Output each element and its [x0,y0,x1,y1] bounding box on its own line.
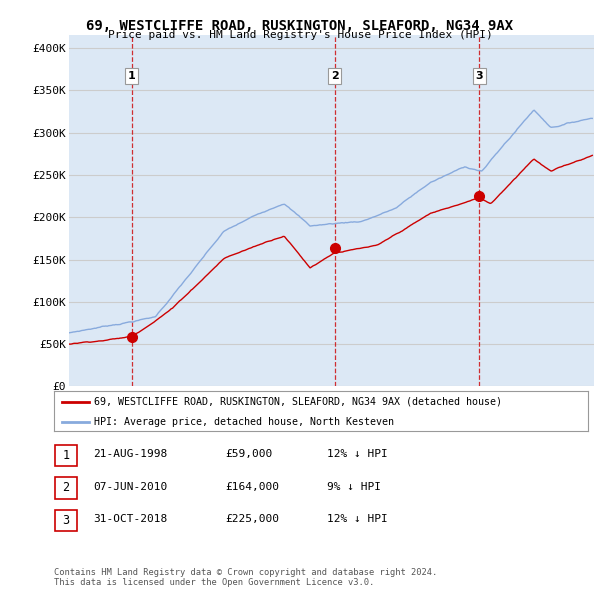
Text: Price paid vs. HM Land Registry's House Price Index (HPI): Price paid vs. HM Land Registry's House … [107,30,493,40]
Text: 69, WESTCLIFFE ROAD, RUSKINGTON, SLEAFORD, NG34 9AX: 69, WESTCLIFFE ROAD, RUSKINGTON, SLEAFOR… [86,19,514,33]
Text: £225,000: £225,000 [225,514,279,524]
Text: 21-AUG-1998: 21-AUG-1998 [93,450,167,459]
Text: £164,000: £164,000 [225,482,279,491]
Text: 9% ↓ HPI: 9% ↓ HPI [327,482,381,491]
Text: 3: 3 [62,514,70,527]
Text: 07-JUN-2010: 07-JUN-2010 [93,482,167,491]
Text: 3: 3 [475,71,483,81]
Text: HPI: Average price, detached house, North Kesteven: HPI: Average price, detached house, Nort… [94,417,394,427]
Text: 1: 1 [62,449,70,462]
Text: 12% ↓ HPI: 12% ↓ HPI [327,450,388,459]
Text: 2: 2 [331,71,338,81]
Text: 31-OCT-2018: 31-OCT-2018 [93,514,167,524]
Text: 12% ↓ HPI: 12% ↓ HPI [327,514,388,524]
Text: 1: 1 [128,71,136,81]
Text: £59,000: £59,000 [225,450,272,459]
Text: Contains HM Land Registry data © Crown copyright and database right 2024.
This d: Contains HM Land Registry data © Crown c… [54,568,437,587]
Text: 2: 2 [62,481,70,494]
Text: 69, WESTCLIFFE ROAD, RUSKINGTON, SLEAFORD, NG34 9AX (detached house): 69, WESTCLIFFE ROAD, RUSKINGTON, SLEAFOR… [94,397,502,407]
